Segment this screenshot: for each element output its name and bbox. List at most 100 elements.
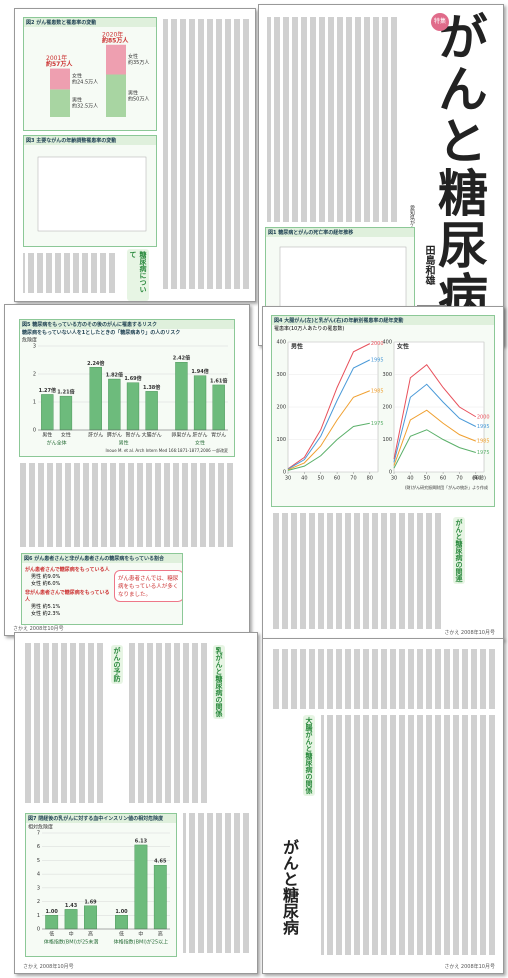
bar-year: 2001年: [46, 54, 67, 62]
bar: [134, 844, 148, 930]
bar: [84, 905, 97, 930]
group-label: 体格指数(BMI)が25以上: [114, 939, 168, 946]
group-label: がん全体: [47, 440, 67, 447]
figure-6: 図6 がん患者さんと非がん患者さんの糖尿病をもっている割合 がん患者さんで糖尿病…: [21, 553, 183, 625]
figure-title: 図4 大腸がん(左)と乳がん(右)の年齢別罹患率の経年変動: [272, 316, 494, 325]
y-tick-label: 100: [382, 437, 392, 443]
figure-7-chart: 相対危険度 0 1 2 3 4 5 6 7 1.00 低 1.43 中 1.69 高体格指数(BMI)が25…: [28, 824, 170, 946]
y-tick-label: 0: [37, 927, 40, 933]
value-label: 1.69: [84, 899, 97, 905]
value-label: 1.69倍: [124, 375, 141, 382]
value-label: 2.42倍: [173, 355, 190, 362]
y-tick-label: 0: [389, 470, 392, 476]
body-text: [127, 643, 207, 803]
x-tick-label: 40: [407, 476, 413, 482]
body-text: [271, 649, 495, 709]
x-tick-label: 中: [69, 931, 74, 938]
y-tick-label: 0: [283, 470, 286, 476]
body-text: [23, 253, 115, 293]
figure-7: 図7 閉経後の乳がんに対する血中インスリン値の相対危険度 相対危険度 0 1 2 3 4 5…: [25, 813, 177, 957]
figure-2: 図2 がん罹患数と罹患率の変動 男性 約32.5万人 女性 約24.5万人 2001年約…: [23, 17, 157, 131]
x-tick-label: 胃がん: [211, 432, 226, 439]
bar: [126, 382, 140, 431]
section-heading: 乳がんと糖尿病の関係: [213, 645, 225, 719]
value-label: 1.38倍: [143, 384, 160, 391]
y-tick-label: 4: [37, 872, 40, 878]
series-label: 1975: [371, 421, 384, 427]
feature-title: がんと糖尿病: [430, 11, 489, 323]
panel-title: 男性: [291, 343, 303, 351]
value-label: 1.61倍: [210, 377, 227, 384]
footer: さかえ 2008年10月号: [444, 964, 495, 970]
group-label: 女性: [195, 440, 205, 447]
bar-total: 約57万人: [46, 60, 73, 68]
y-tick-label: 2: [33, 372, 36, 378]
value-label: 1.21倍: [57, 389, 74, 396]
magazine-page: 図4 大腸がん(左)と乳がん(右)の年齢別罹患率の経年変動 罹患率(10万人あた…: [262, 306, 504, 640]
bar-year: 2020年: [102, 30, 123, 38]
value-label: 1.43: [65, 903, 78, 909]
segment-name: 男性: [128, 89, 138, 96]
y-tick-label: 100: [276, 437, 286, 443]
bar: [108, 378, 121, 431]
x-tick-label: 低: [119, 931, 124, 938]
series-line: [287, 359, 371, 470]
series-line: [287, 422, 370, 471]
value-label: 1.82倍: [106, 372, 123, 379]
figure-4: 図4 大腸がん(左)と乳がん(右)の年齢別罹患率の経年変動 罹患率(10万人あた…: [271, 315, 495, 507]
footer: さかえ 2008年10月号: [444, 630, 495, 636]
bar: [64, 909, 78, 930]
feature-label: 特集: [431, 13, 449, 31]
body-text: [163, 19, 249, 289]
x-tick-label: 男性: [42, 432, 52, 439]
series-line: [393, 383, 477, 463]
y-tick-label: 400: [382, 340, 392, 346]
figure-title: 図6 がん患者さんと非がん患者さんの糖尿病をもっている割合: [22, 554, 182, 563]
x-tick-label: 80: [473, 476, 479, 482]
figure-2-chart: 男性約32.5万人女性約24.5万人2001年約57万人男性約50万人女性約35…: [46, 30, 149, 117]
author: 田島和雄: [423, 245, 434, 285]
bar-segment: [106, 74, 126, 117]
magazine-page: 図2 がん罹患数と罹患率の変動 男性 約32.5万人 女性 約24.5万人 2001年約…: [14, 8, 256, 302]
series-line: [393, 364, 477, 460]
magazine-page: がんの予防 乳がんと糖尿病の関係 図7 閉経後の乳がんに対する血中インスリン値の…: [14, 632, 258, 974]
figure-6-rows: がん患者さんで糖尿病をもっている人 男性 約9.0% 女性 約6.0% 非がん患者さん…: [25, 564, 110, 617]
group-label: 男性: [119, 440, 129, 447]
y-axis-label: 罹患率(10万人あたりの罹患数): [274, 326, 345, 332]
bar: [41, 394, 54, 431]
bar: [45, 915, 59, 930]
row-item: 男性 約9.0%: [31, 574, 61, 580]
y-tick-label: 400: [276, 340, 286, 346]
y-axis-label: 相対危険度: [28, 824, 53, 831]
bar-segment: [50, 68, 70, 90]
source: Inoue M. et al. Arch Intern Med 166:1871…: [106, 447, 228, 453]
bar: [59, 395, 73, 431]
bar: [175, 362, 188, 431]
figure-5: 図5 糖尿病をもっている方のその後のがんに罹患するリスク 糖尿病をもっていない人…: [19, 319, 235, 457]
y-tick-label: 300: [382, 372, 392, 378]
x-tick-label: 70: [456, 476, 462, 482]
segment-label: 約50万人: [128, 95, 149, 102]
section-heading: 糖尿病について: [127, 249, 149, 301]
figure-5-chart: 危険度01231.27倍男性1.21倍女性がん全体2.24倍肝がん1.82倍膵が…: [22, 337, 228, 453]
value-label: 1.27倍: [39, 387, 56, 394]
magazine-page: 図5 糖尿病をもっている方のその後のがんに罹患するリスク 糖尿病をもっていない人…: [4, 304, 250, 636]
x-tick-label: 高: [88, 931, 93, 938]
x-tick-label: 50: [424, 476, 430, 482]
value-label: 1.00: [115, 909, 128, 915]
series-label: 1995: [477, 424, 490, 430]
x-tick-label: 大腸がん: [142, 432, 162, 439]
x-tick-label: 肝がん: [88, 432, 103, 439]
series-label: 2000: [477, 414, 490, 420]
x-tick-label: 卵巣がん: [171, 432, 191, 439]
bar: [153, 865, 167, 930]
value-label: 6.13: [135, 838, 148, 844]
x-tick-label: 40: [301, 476, 307, 482]
x-tick-label: 50: [318, 476, 324, 482]
x-tick-label: 70: [350, 476, 356, 482]
series-label: 1975: [477, 450, 490, 456]
figure-3: 図3 主要ながんの年齢調整罹患率の変動: [23, 135, 157, 247]
footer: さかえ 2008年10月号: [23, 964, 74, 970]
x-tick-label: 女性: [61, 432, 71, 439]
y-tick-label: 7: [37, 831, 40, 837]
